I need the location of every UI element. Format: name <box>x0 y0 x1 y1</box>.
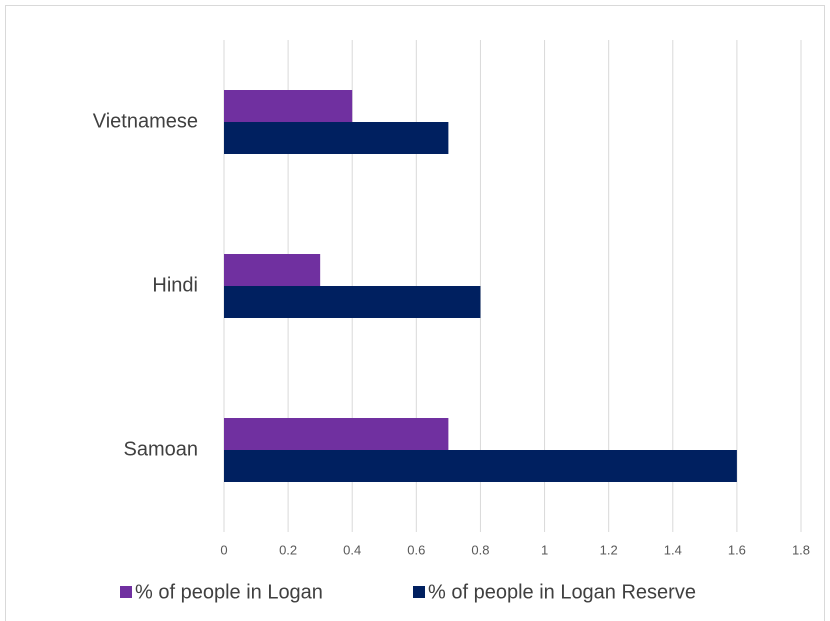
bar <box>224 122 449 154</box>
x-tick-label: 0.6 <box>407 542 425 557</box>
x-tick-label: 0.2 <box>279 542 297 557</box>
bar <box>224 286 481 318</box>
x-tick-label: 0.4 <box>343 542 361 557</box>
x-tick-label: 1.2 <box>600 542 618 557</box>
y-tick-label: Hindi <box>152 274 198 296</box>
chart-frame <box>5 5 825 621</box>
bar <box>224 254 321 286</box>
x-tick-label: 0.8 <box>471 542 489 557</box>
y-tick-label: Samoan <box>124 438 199 460</box>
legend-swatch <box>120 586 132 598</box>
bar <box>224 450 737 482</box>
x-tick-label: 0 <box>220 542 227 557</box>
x-tick-label: 1.4 <box>664 542 682 557</box>
legend-label: % of people in Logan Reserve <box>428 581 696 603</box>
x-tick-label: 1.8 <box>792 542 810 557</box>
y-tick-label: Vietnamese <box>93 110 198 132</box>
legend-swatch <box>413 586 425 598</box>
legend-label: % of people in Logan <box>135 581 323 603</box>
x-tick-label: 1 <box>541 542 548 557</box>
bar <box>224 90 353 122</box>
bar <box>224 418 449 450</box>
x-tick-label: 1.6 <box>728 542 746 557</box>
